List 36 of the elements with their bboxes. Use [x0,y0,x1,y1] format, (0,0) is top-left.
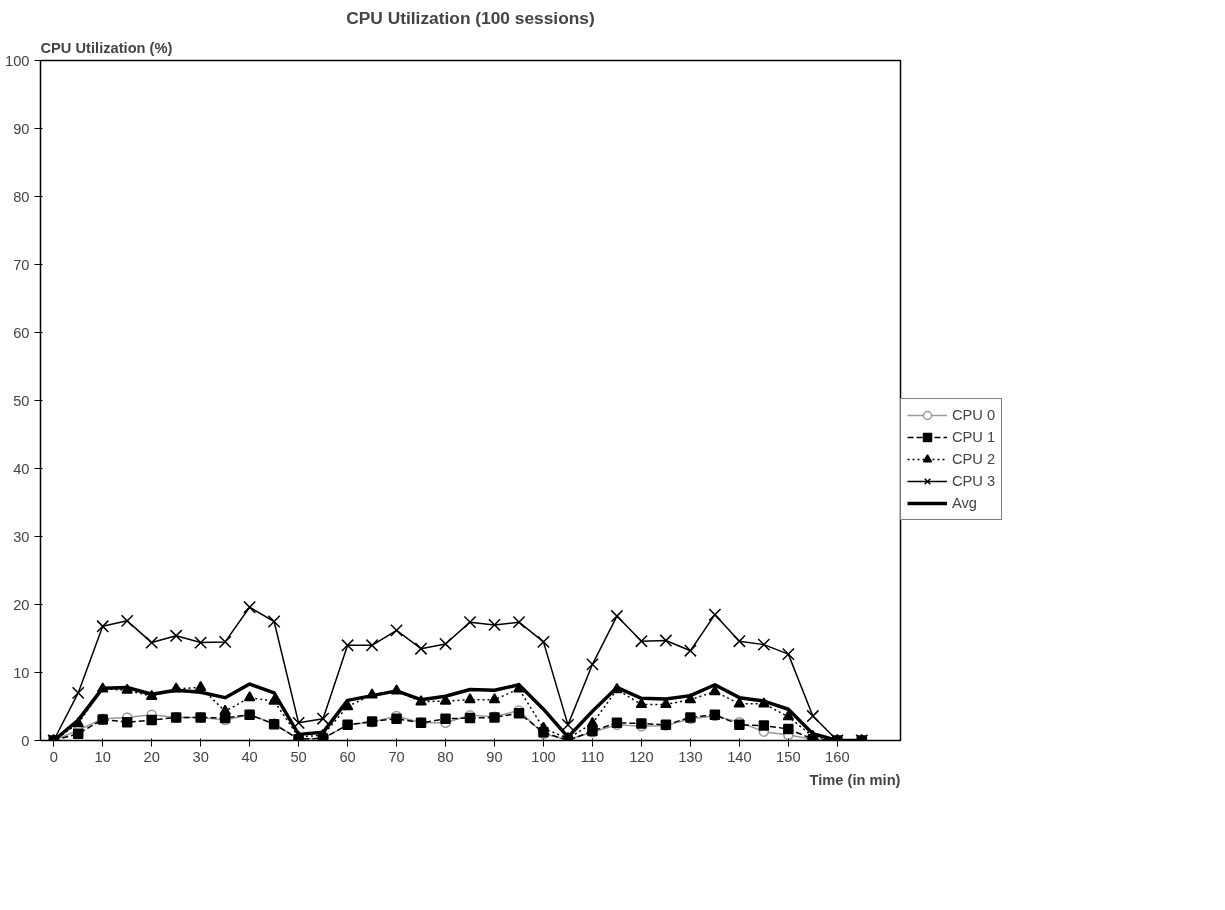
x-tick-label: 80 [437,748,454,765]
x-tick-label: 20 [143,748,160,765]
x-tick-label: 90 [486,748,503,765]
y-tick-label: 0 [21,732,30,749]
y-tick-label: 10 [13,664,30,681]
y-tick-label: 40 [13,460,30,477]
legend-label: CPU 2 [952,451,996,467]
y-axis-title: CPU Utilization (%) [40,39,173,56]
y-tick-label: 70 [13,256,30,273]
legend-label: CPU 0 [952,407,996,423]
chart-title: CPU Utilization (100 sessions) [346,7,595,28]
x-tick-label: 110 [580,748,605,765]
x-tick-label: 50 [290,748,307,765]
x-tick-label: 0 [49,748,58,765]
x-tick-label: 10 [94,748,111,765]
x-tick-label: 140 [727,748,752,765]
y-tick-label: 30 [13,528,30,545]
x-tick-label: 40 [241,748,258,765]
x-tick-label: 160 [825,748,850,765]
x-tick-label: 100 [531,748,556,765]
x-tick-label: 150 [776,748,801,765]
x-axis-title: Time (in min) [809,771,901,788]
y-tick-label: 80 [13,188,30,205]
x-tick-label: 120 [629,748,654,765]
legend-label: Avg [952,495,977,511]
x-tick-label: 30 [192,748,209,765]
y-tick-label: 90 [13,120,30,137]
legend-label: CPU 3 [952,473,996,489]
y-tick-label: 60 [13,324,30,341]
x-tick-label: 130 [678,748,703,765]
x-tick-label: 60 [339,748,356,765]
legend-label: CPU 1 [952,429,996,445]
x-tick-label: 70 [388,748,405,765]
y-tick-label: 100 [5,52,30,69]
y-tick-label: 20 [13,596,30,613]
y-tick-label: 50 [13,392,30,409]
